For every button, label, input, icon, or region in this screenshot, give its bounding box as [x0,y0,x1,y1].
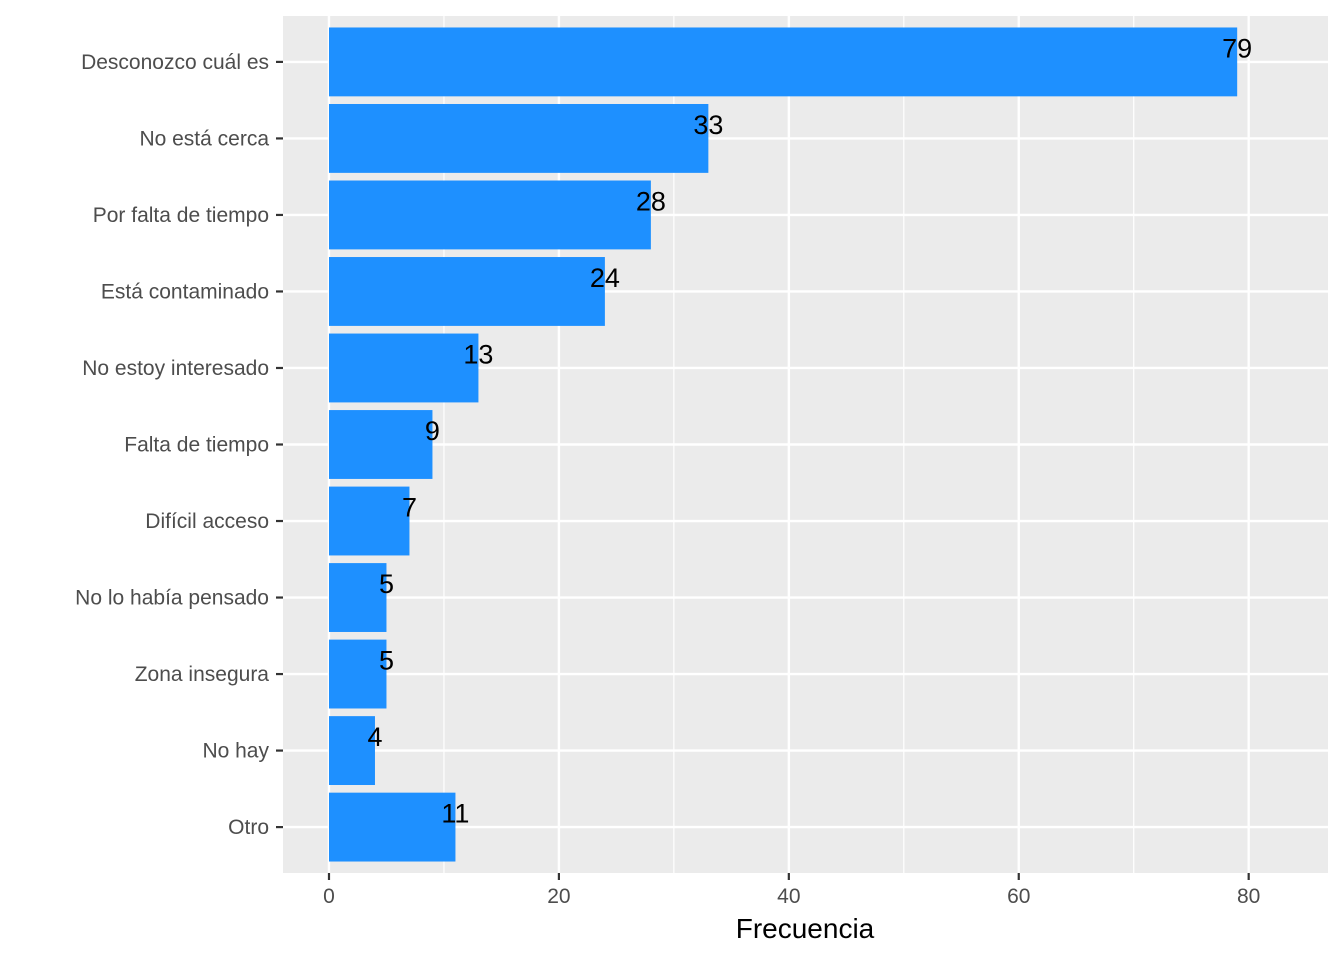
data-label: 7 [402,493,417,523]
data-label: 5 [379,646,394,676]
data-label: 4 [367,722,382,752]
category-label: Otro [228,816,269,839]
bar [328,486,410,556]
category-label: Desconozco cuál es [81,51,269,74]
category-label: No está cerca [139,127,269,150]
x-tick-label: 60 [1007,885,1030,908]
bar [328,410,433,479]
category-label: Por falta de tiempo [93,204,269,227]
data-label: 28 [636,187,666,217]
data-labels: 79 33 28 24 13 9 7 5 5 4 11 [367,33,1252,828]
category-label: Zona insegura [135,663,270,686]
bar [328,792,456,862]
bar [328,563,387,632]
category-label: Está contaminado [101,280,269,303]
x-tick-label: 80 [1237,885,1260,908]
data-label: 33 [693,110,723,140]
bar [328,103,709,173]
bar [328,257,605,326]
bar [328,27,1238,97]
x-axis-title: Frecuencia [736,913,875,944]
bars [328,27,1238,862]
category-label: No hay [202,740,269,763]
data-label: 9 [425,416,440,446]
category-label: Falta de tiempo [124,434,269,457]
bar [328,716,375,786]
data-label: 11 [441,799,469,829]
x-tick-label: 0 [323,885,335,908]
x-tick-label: 40 [777,885,800,908]
category-label: No estoy interesado [82,357,269,380]
y-axis: Desconozco cuál es No está cerca Por falta… [75,51,283,839]
data-label: 79 [1222,33,1252,63]
category-label: Difícil acceso [145,510,269,533]
category-label: No lo había pensado [75,587,269,610]
x-tick-label: 20 [547,885,570,908]
data-label: 5 [379,569,394,599]
x-axis: 0 20 40 60 80 [323,873,1260,908]
bar [328,639,387,709]
bar [328,180,651,250]
data-label: 13 [463,340,493,370]
data-label: 24 [590,263,620,293]
bar [328,333,479,403]
